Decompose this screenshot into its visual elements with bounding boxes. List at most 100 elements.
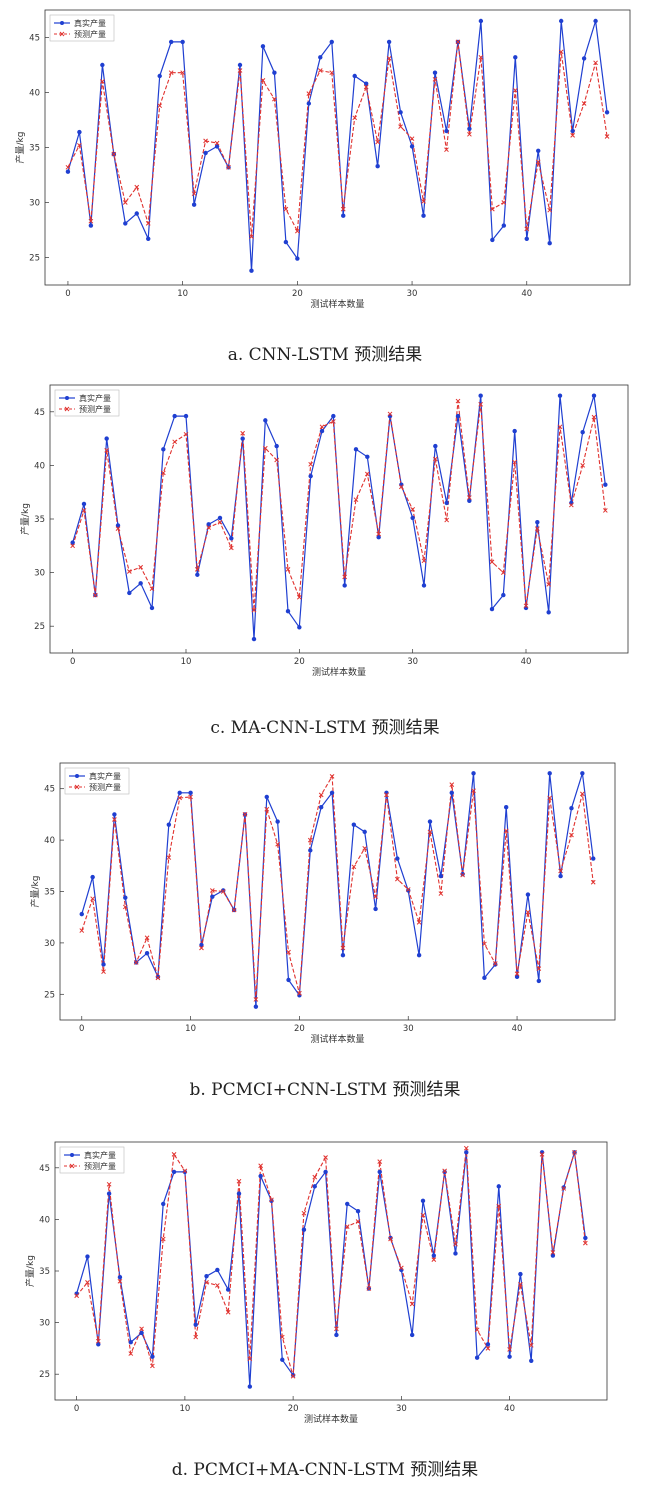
true-point bbox=[180, 39, 185, 45]
pred-point bbox=[157, 103, 163, 109]
true-point bbox=[493, 962, 498, 967]
true-point bbox=[513, 55, 518, 60]
pred-point bbox=[496, 1203, 502, 1209]
pred-point bbox=[206, 525, 212, 530]
x-tick-label: 30 bbox=[407, 289, 418, 299]
pred-point bbox=[409, 136, 415, 142]
pred-point bbox=[101, 969, 106, 975]
pred-point bbox=[442, 1168, 448, 1174]
y-tick-label: 35 bbox=[34, 515, 45, 525]
true-point bbox=[580, 771, 585, 776]
true-point bbox=[355, 1208, 361, 1214]
true-point bbox=[247, 1384, 253, 1389]
pred-point bbox=[353, 497, 359, 503]
y-tick-label: 25 bbox=[44, 990, 55, 1000]
pred-point bbox=[471, 788, 476, 794]
pred-point bbox=[95, 1338, 101, 1344]
true-point bbox=[485, 1342, 491, 1347]
true-point bbox=[340, 953, 346, 958]
x-tick-label: 0 bbox=[74, 1404, 79, 1414]
true-point bbox=[85, 1254, 90, 1259]
pred-point bbox=[90, 896, 96, 902]
true-point bbox=[323, 1169, 328, 1175]
pred-point bbox=[547, 795, 553, 801]
y-tick-label: 30 bbox=[39, 1319, 50, 1329]
pred-point bbox=[318, 792, 324, 798]
true-point bbox=[215, 1267, 220, 1273]
pred-point bbox=[352, 115, 358, 121]
pred-point bbox=[373, 894, 378, 899]
pred-point bbox=[155, 975, 161, 981]
y-tick-label: 25 bbox=[34, 622, 45, 632]
pred-point bbox=[166, 855, 172, 860]
y-tick-label: 40 bbox=[34, 461, 45, 471]
true-point bbox=[115, 523, 121, 528]
plot-frame bbox=[49, 384, 629, 654]
legend-true-marker bbox=[75, 774, 79, 778]
pred-point bbox=[478, 54, 484, 60]
pred-point bbox=[122, 904, 128, 910]
true-point bbox=[319, 428, 325, 434]
true-point bbox=[214, 144, 220, 149]
true-point bbox=[217, 515, 223, 521]
true-point bbox=[489, 606, 495, 612]
pred-point bbox=[160, 1236, 166, 1242]
true-point bbox=[421, 213, 426, 218]
pred-point bbox=[301, 1210, 307, 1216]
true-point bbox=[550, 1253, 556, 1258]
legend-pred-marker bbox=[69, 1163, 75, 1169]
pred-series-line bbox=[76, 1148, 586, 1377]
pred-point bbox=[492, 961, 498, 966]
legend-true-label: 真实产量 bbox=[89, 771, 121, 781]
pred-point bbox=[340, 945, 346, 951]
pred-point bbox=[236, 1178, 242, 1184]
pred-point bbox=[340, 206, 346, 212]
pred-point bbox=[557, 424, 563, 430]
legend-true-label: 真实产量 bbox=[84, 1150, 116, 1160]
pred-point bbox=[580, 463, 586, 468]
x-tick-label: 30 bbox=[403, 1024, 414, 1034]
pred-point bbox=[204, 1279, 209, 1285]
pred-point bbox=[528, 1342, 534, 1348]
legend-true-label: 真实产量 bbox=[74, 18, 106, 28]
y-axis-label: 产量/kg bbox=[29, 876, 41, 908]
pred-point bbox=[535, 159, 541, 165]
pred-point bbox=[88, 218, 94, 224]
y-axis-label: 产量/kg bbox=[19, 503, 31, 535]
true-point bbox=[127, 590, 132, 596]
pred-point bbox=[467, 131, 472, 137]
true-series-line bbox=[67, 20, 608, 271]
true-point bbox=[101, 962, 106, 967]
x-tick-label: 0 bbox=[65, 289, 70, 299]
true-point bbox=[547, 771, 552, 776]
true-point bbox=[416, 953, 422, 958]
pred-point bbox=[249, 234, 254, 239]
pred-point bbox=[247, 1356, 253, 1362]
y-tick-label: 30 bbox=[44, 939, 55, 949]
true-point bbox=[195, 572, 200, 577]
true-point bbox=[177, 790, 182, 796]
true-series-line bbox=[76, 1152, 586, 1387]
pred-point bbox=[144, 935, 150, 941]
pred-point bbox=[602, 508, 608, 513]
pred-point bbox=[160, 470, 166, 476]
y-tick-label: 40 bbox=[39, 1215, 50, 1225]
pred-point bbox=[604, 134, 610, 139]
pred-point bbox=[561, 1186, 567, 1191]
true-point bbox=[306, 101, 312, 106]
legend-box bbox=[59, 1146, 125, 1174]
true-point bbox=[501, 223, 507, 228]
true-point bbox=[395, 856, 400, 861]
true-point bbox=[149, 605, 155, 611]
pred-point bbox=[111, 151, 117, 157]
pred-point bbox=[455, 398, 461, 404]
true-point bbox=[331, 413, 336, 419]
pred-point bbox=[258, 1163, 264, 1169]
chart-panel-d: 0 10 20 30 40 25 30 35 40 45 测试样本数量 产量/kg 真实产量 预测产量 d… bbox=[0, 1135, 650, 1507]
pred-point bbox=[138, 564, 144, 570]
pred-point bbox=[524, 226, 530, 232]
true-point bbox=[312, 1184, 317, 1189]
pred-point bbox=[242, 812, 248, 817]
pred-point bbox=[500, 570, 506, 575]
